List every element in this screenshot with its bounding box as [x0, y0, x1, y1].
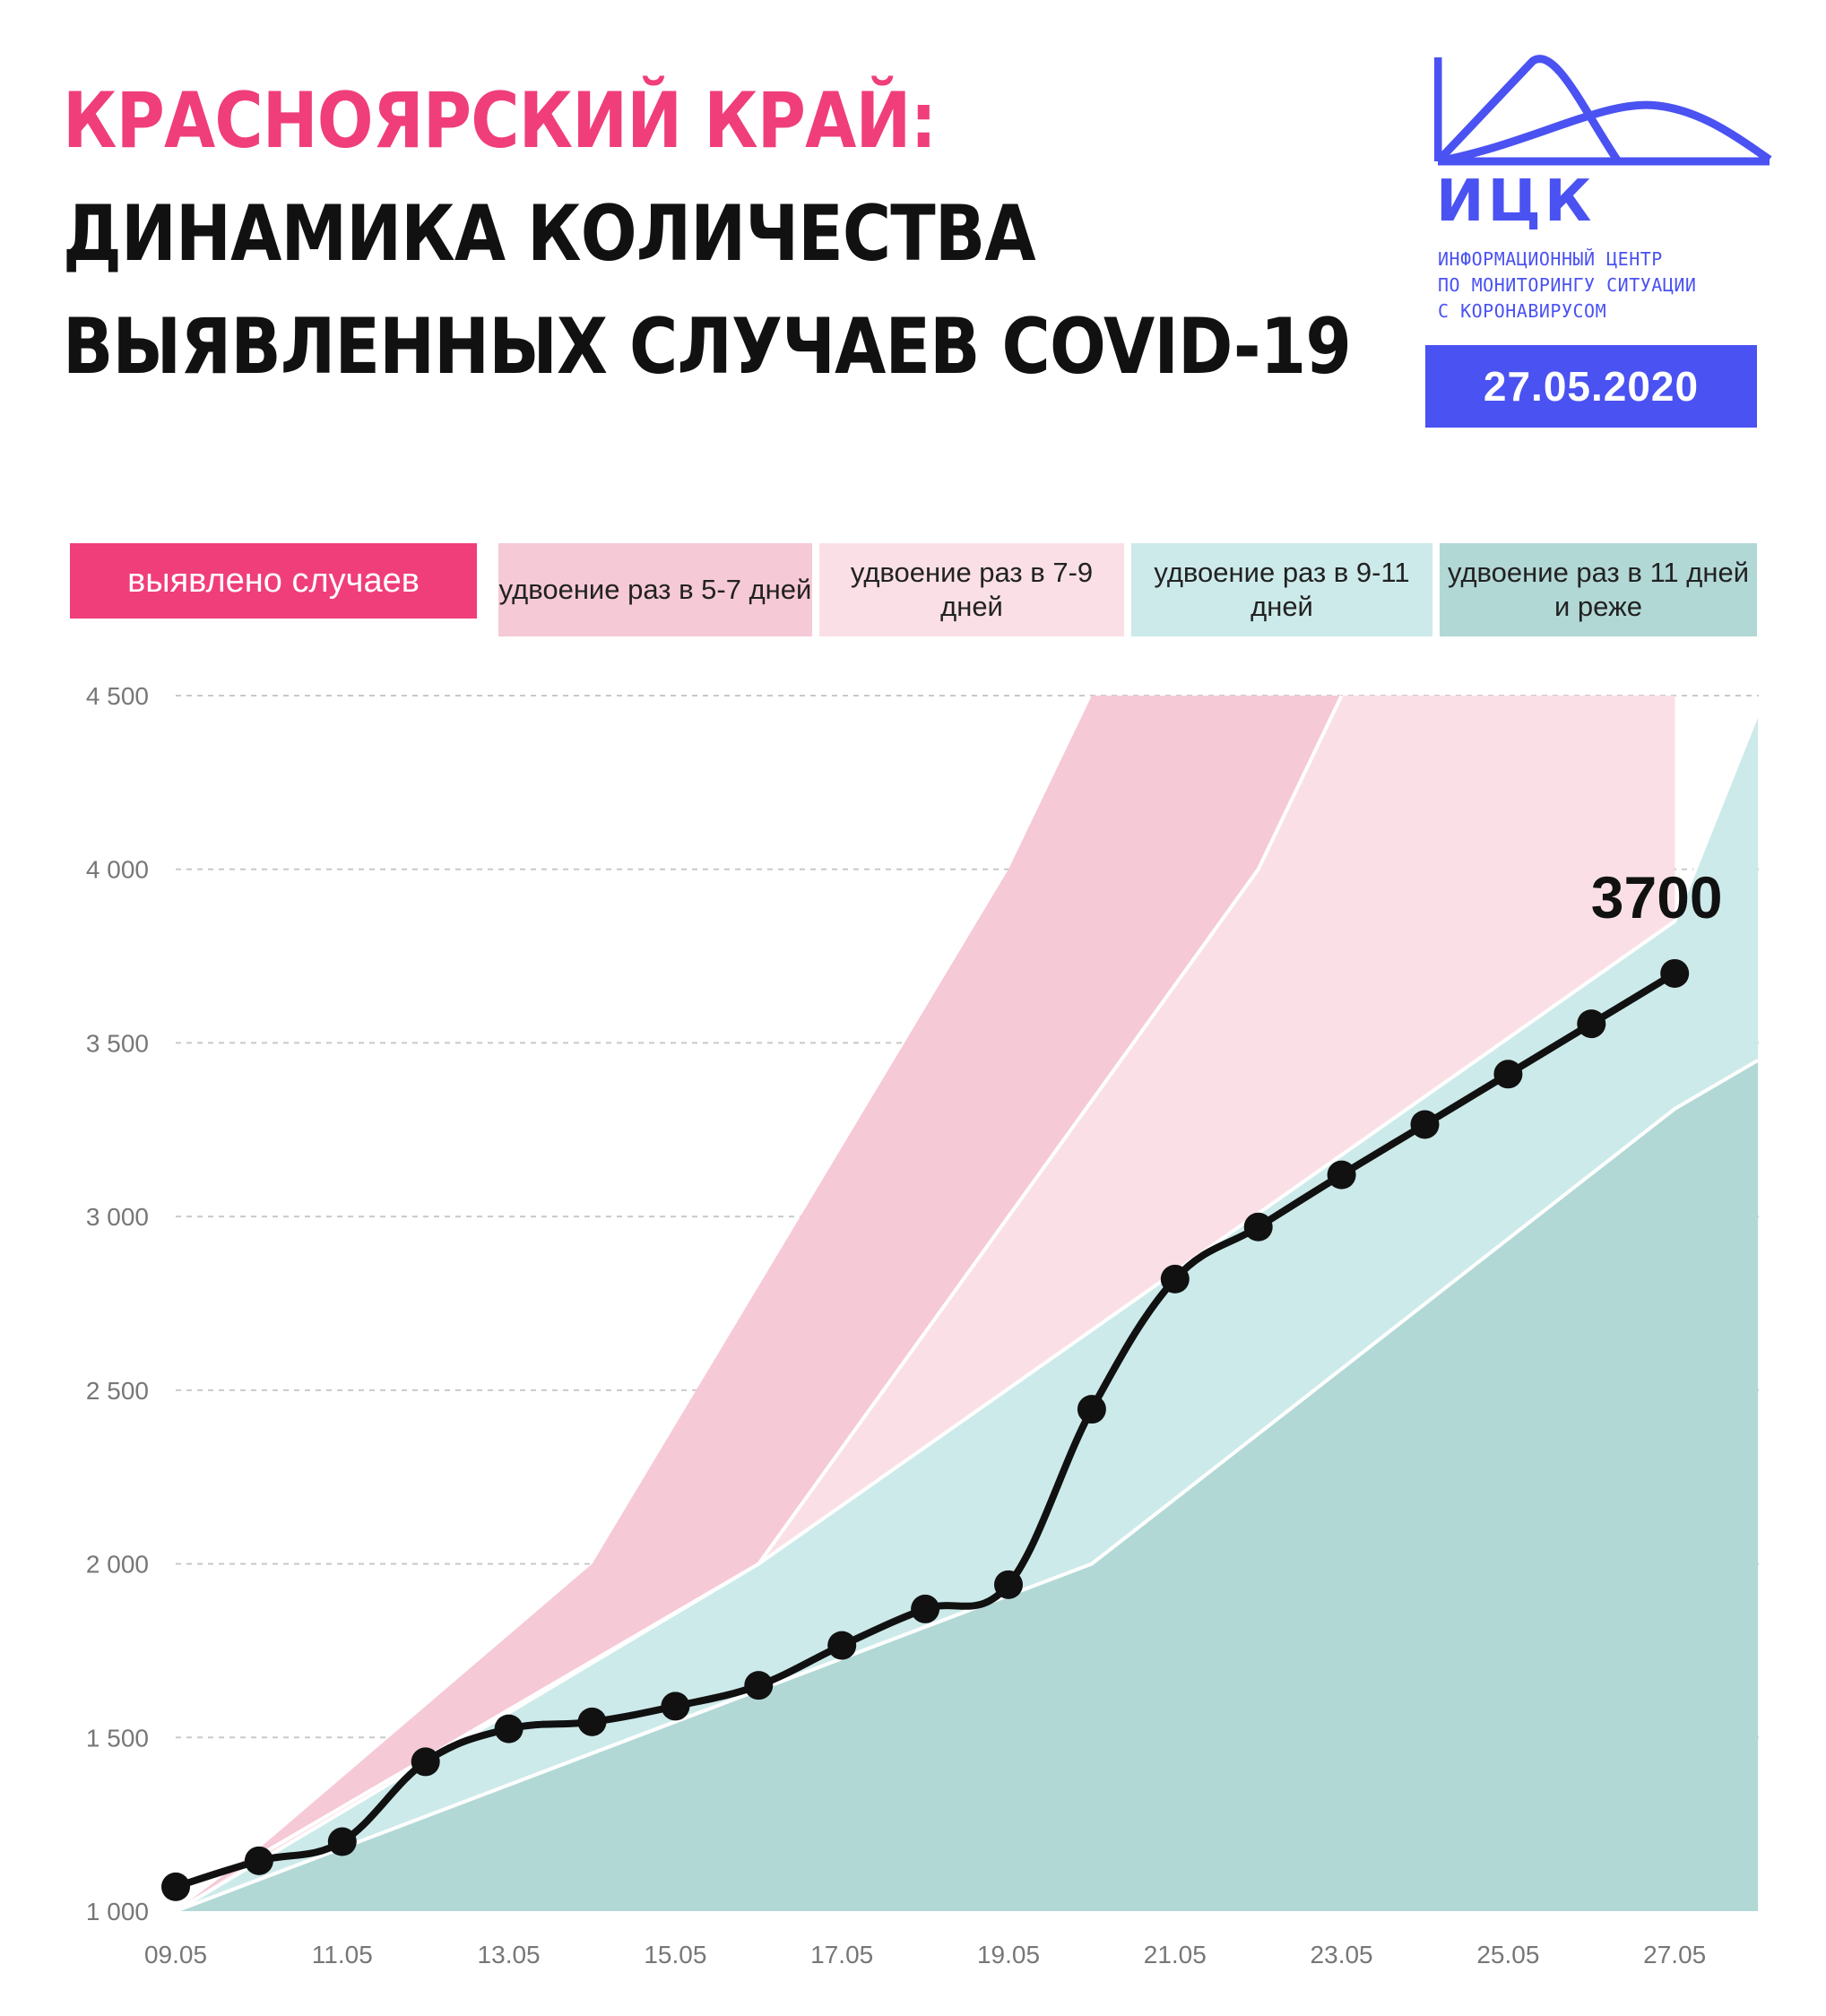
x-tick-label: 17.05	[810, 1941, 873, 1968]
date-badge: 27.05.2020	[1425, 345, 1757, 428]
logo-wave-icon	[1434, 55, 1772, 166]
logo-abbreviation: ИЦК	[1436, 169, 1596, 235]
x-tick-label: 11.05	[312, 1941, 373, 1968]
logo-subtitle-line-1: ИНФОРМАЦИОННЫЙ ЦЕНТР	[1438, 248, 1663, 270]
data-point	[161, 1872, 190, 1901]
data-point	[577, 1707, 607, 1736]
logo-subtitle: ИНФОРМАЦИОННЫЙ ЦЕНТР ПО МОНИТОРИНГУ СИТУ…	[1438, 247, 1696, 324]
band-boundary-7-9	[257, 695, 1344, 1857]
data-point	[1493, 1060, 1523, 1089]
chart-title: КРАСНОЯРСКИЙ КРАЙ: ДИНАМИКА КОЛИЧЕСТВА В…	[63, 65, 1352, 403]
data-point	[827, 1631, 857, 1660]
data-point	[994, 1570, 1023, 1599]
data-point	[1160, 1264, 1190, 1294]
data-point	[494, 1714, 524, 1743]
y-tick-label: 1 500	[86, 1724, 149, 1752]
band-doubling-11	[176, 1060, 1759, 1911]
data-point	[911, 1594, 940, 1623]
y-tick-label: 1 000	[86, 1898, 149, 1925]
last-value-label: 3700	[1591, 864, 1723, 930]
data-point	[1660, 958, 1690, 988]
legend-doubling-9-11: удвоение раз в 9-11 дней	[1131, 543, 1432, 636]
logo-mark	[1434, 54, 1775, 170]
data-point	[744, 1671, 774, 1700]
legend-doubling-5-7: удвоение раз в 5-7 дней	[498, 543, 812, 636]
x-tick-label: 15.05	[644, 1941, 706, 1968]
data-point	[1577, 1009, 1606, 1039]
legend-doubling-11: удвоение раз в 11 дней и реже	[1440, 543, 1757, 636]
title-line-3: ВЫЯВЛЕННЫХ СЛУЧАЕВ COVID-19	[63, 302, 1352, 392]
y-tick-label: 2 500	[86, 1377, 149, 1405]
data-point	[411, 1747, 440, 1777]
data-point	[1077, 1395, 1106, 1424]
data-point	[327, 1827, 357, 1856]
legend-cases: выявлено случаев	[70, 543, 477, 619]
data-point	[244, 1846, 273, 1875]
x-tick-label: 21.05	[1144, 1941, 1207, 1968]
title-line-2: ДИНАМИКА КОЛИЧЕСТВА	[63, 189, 1036, 279]
y-tick-label: 3 000	[86, 1203, 149, 1231]
legend-doubling-7-9: удвоение раз в 7-9 дней	[819, 543, 1124, 636]
logo-subtitle-line-3: С КОРОНАВИРУСОМ	[1438, 300, 1607, 322]
data-point	[1243, 1212, 1273, 1242]
x-tick-label: 25.05	[1476, 1941, 1539, 1968]
band-boundary-11	[175, 1059, 1760, 1913]
logo-subtitle-line-2: ПО МОНИТОРИНГУ СИТУАЦИИ	[1438, 274, 1697, 296]
y-tick-label: 4 000	[86, 856, 149, 884]
y-tick-label: 3 500	[86, 1029, 149, 1057]
data-point	[1410, 1110, 1440, 1139]
data-point	[661, 1692, 690, 1721]
x-tick-label: 13.05	[478, 1941, 541, 1968]
y-tick-label: 4 500	[86, 682, 149, 710]
x-tick-label: 23.05	[1311, 1941, 1373, 1968]
x-tick-label: 19.05	[977, 1941, 1040, 1968]
title-region: КРАСНОЯРСКИЙ КРАЙ:	[63, 76, 937, 166]
x-tick-label: 27.05	[1643, 1941, 1706, 1968]
y-tick-label: 2 000	[86, 1551, 149, 1579]
data-point	[1327, 1160, 1356, 1190]
x-tick-label: 09.05	[144, 1941, 207, 1968]
